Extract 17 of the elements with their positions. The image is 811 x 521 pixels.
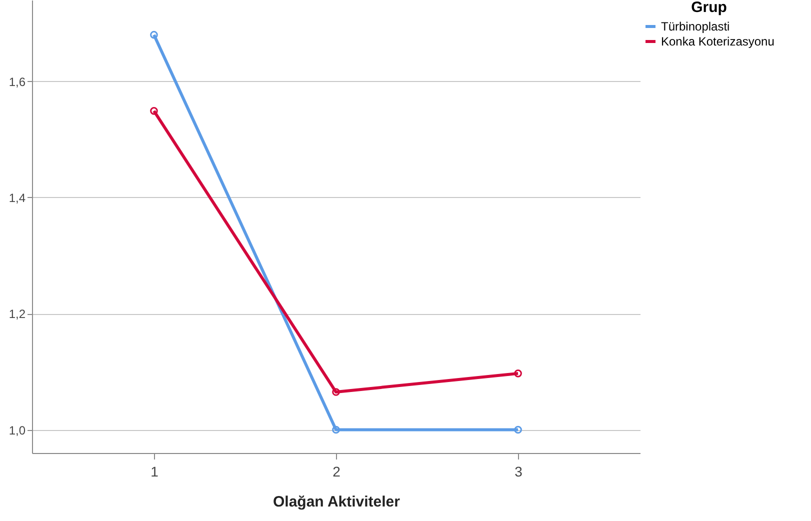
x-axis-title: Olağan Aktiviteler: [273, 494, 400, 510]
point: [514, 370, 522, 378]
point: [514, 426, 522, 434]
legend-label: Türbinoplasti: [661, 20, 730, 34]
x-tick-label: 2: [332, 464, 341, 480]
y-tick-label: 1,0: [8, 423, 26, 438]
x-tick-label: 3: [514, 464, 523, 480]
point: [150, 107, 158, 115]
x-tick-label: 1: [150, 464, 159, 480]
point: [150, 30, 158, 39]
point: [332, 426, 340, 434]
y-tick-label: 1,6: [8, 74, 26, 89]
legend-title: Grup: [691, 0, 727, 16]
point: [332, 388, 340, 396]
legend-label: Konka Koterizasyonu: [661, 34, 774, 48]
y-tick-label: 1,2: [8, 307, 26, 322]
y-tick-label: 1,4: [8, 190, 26, 205]
